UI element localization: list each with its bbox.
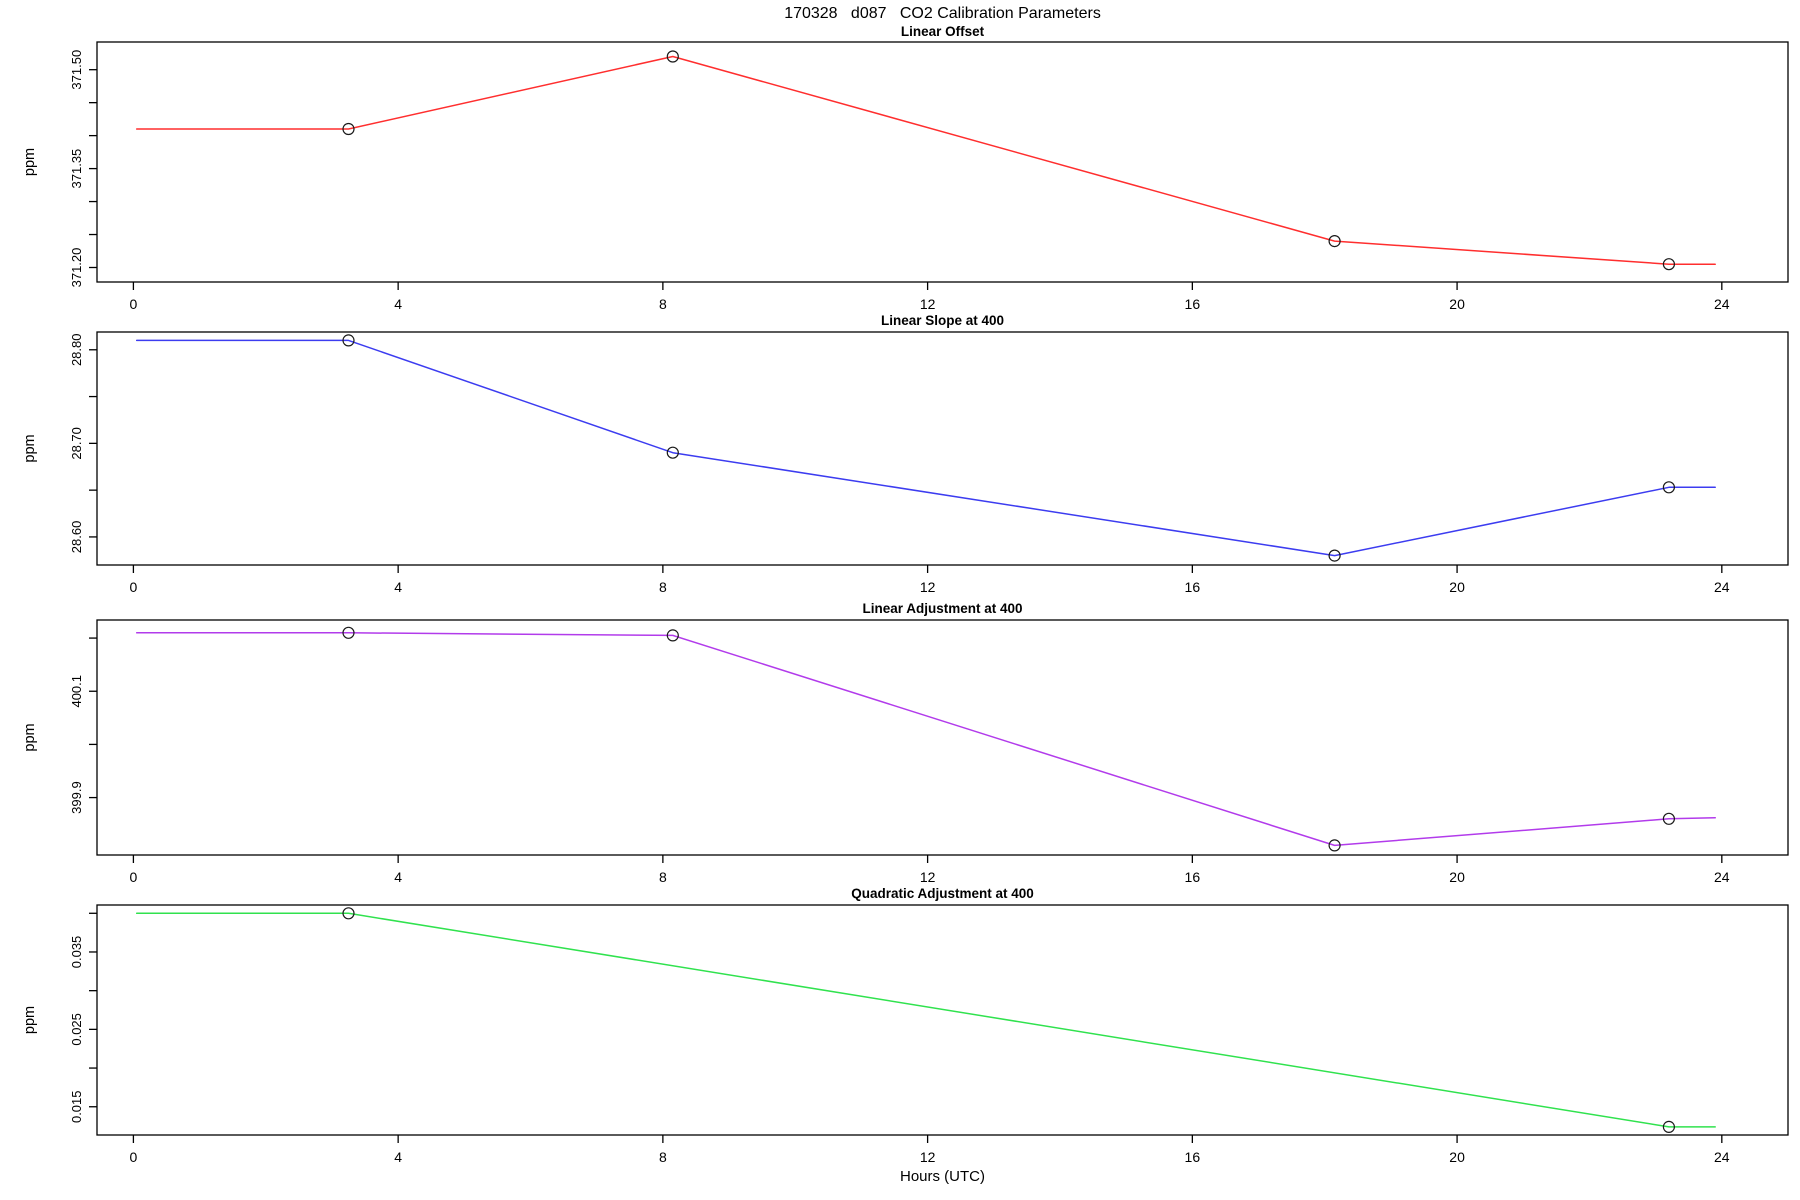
series-line-3 (135, 632, 1716, 847)
y-axis-label: ppm (22, 1006, 38, 1034)
data-point-marker (666, 50, 679, 63)
x-tick-label: 0 (130, 296, 138, 312)
data-point-marker (1662, 1120, 1676, 1134)
x-tick-label: 16 (1185, 579, 1201, 595)
x-tick-label: 0 (130, 579, 138, 595)
panel-title-linear-slope: Linear Slope at 400 (880, 313, 1005, 328)
x-tick-label: 16 (1185, 296, 1201, 312)
x-tick-label: 4 (394, 296, 402, 312)
y-tick-label: 0.035 (69, 936, 84, 969)
x-tick-label: 20 (1449, 1149, 1465, 1165)
main-title: 170328 d087 CO2 Calibration Parameters (784, 5, 1101, 22)
x-tick-label: 20 (1449, 869, 1465, 885)
x-tick-label: 24 (1714, 579, 1730, 595)
series-line-4 (135, 912, 1716, 1128)
data-point-marker (1662, 812, 1676, 825)
panel-title-quadratic-adjustment: Quadratic Adjustment at 400 (851, 886, 1034, 901)
data-point-marker (1662, 258, 1676, 271)
y-tick-label: 371.35 (69, 149, 84, 189)
x-tick-label: 16 (1185, 869, 1201, 885)
x-tick-label: 16 (1185, 1149, 1201, 1165)
data-point-marker (1328, 549, 1341, 562)
x-axis-label: Hours (UTC) (900, 1168, 985, 1185)
y-tick-label: 0.015 (69, 1090, 84, 1123)
y-tick-label: 0.025 (69, 1013, 84, 1046)
x-tick-label: 20 (1449, 296, 1465, 312)
x-tick-label: 4 (394, 579, 402, 595)
y-tick-label: 399.9 (69, 781, 84, 814)
x-tick-label: 24 (1714, 869, 1730, 885)
panel-title-linear-adjustment: Linear Adjustment at 400 (862, 601, 1023, 616)
data-point-marker (666, 629, 679, 642)
y-tick-label: 28.70 (69, 427, 84, 460)
data-point-marker (1328, 839, 1341, 852)
data-point-marker (1662, 481, 1676, 494)
x-tick-label: 8 (659, 869, 667, 885)
panel-title-linear-offset: Linear Offset (900, 24, 985, 39)
x-tick-label: 0 (130, 1149, 138, 1165)
series-line-1 (135, 55, 1716, 265)
panel-3-border (96, 619, 1789, 856)
y-axis-label: ppm (22, 723, 38, 751)
x-tick-label: 24 (1714, 296, 1730, 312)
data-point-marker (342, 907, 355, 920)
x-tick-label: 0 (130, 869, 138, 885)
x-tick-label: 8 (659, 296, 667, 312)
data-point-marker (342, 334, 355, 347)
data-point-marker (342, 626, 355, 639)
x-tick-label: 4 (394, 1149, 402, 1165)
x-tick-label: 12 (920, 579, 936, 595)
data-point-marker (342, 122, 355, 136)
y-axis-label: ppm (22, 148, 38, 176)
x-tick-label: 12 (920, 1149, 936, 1165)
series-line-2 (135, 339, 1716, 557)
x-tick-label: 8 (659, 1149, 667, 1165)
x-tick-label: 4 (394, 869, 402, 885)
panel-4-border (96, 904, 1789, 1136)
x-tick-label: 12 (920, 869, 936, 885)
data-point-marker (1328, 235, 1341, 248)
y-tick-label: 371.20 (69, 248, 84, 288)
y-tick-label: 371.50 (69, 50, 84, 90)
y-axis-label: ppm (22, 434, 38, 462)
panel-1-border (96, 41, 1789, 283)
x-tick-label: 12 (920, 296, 936, 312)
y-tick-label: 28.60 (69, 521, 84, 554)
x-tick-label: 24 (1714, 1149, 1730, 1165)
panel-2-border (96, 331, 1789, 566)
data-point-marker (666, 446, 679, 459)
y-tick-label: 400.1 (69, 675, 84, 708)
x-tick-label: 8 (659, 579, 667, 595)
y-tick-label: 28.80 (69, 334, 84, 367)
x-tick-label: 20 (1449, 579, 1465, 595)
